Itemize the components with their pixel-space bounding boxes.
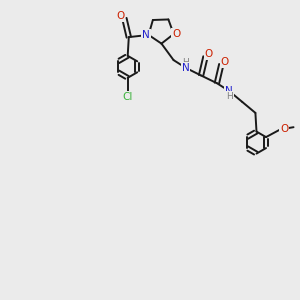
Text: Cl: Cl — [122, 92, 133, 102]
Text: O: O — [172, 29, 181, 39]
Text: H: H — [182, 58, 189, 68]
Text: O: O — [205, 49, 213, 59]
Text: H: H — [226, 92, 232, 101]
Text: N: N — [142, 30, 150, 40]
Text: N: N — [182, 63, 190, 73]
Text: O: O — [280, 124, 288, 134]
Text: O: O — [116, 11, 124, 21]
Text: N: N — [225, 86, 233, 96]
Text: O: O — [220, 57, 229, 67]
